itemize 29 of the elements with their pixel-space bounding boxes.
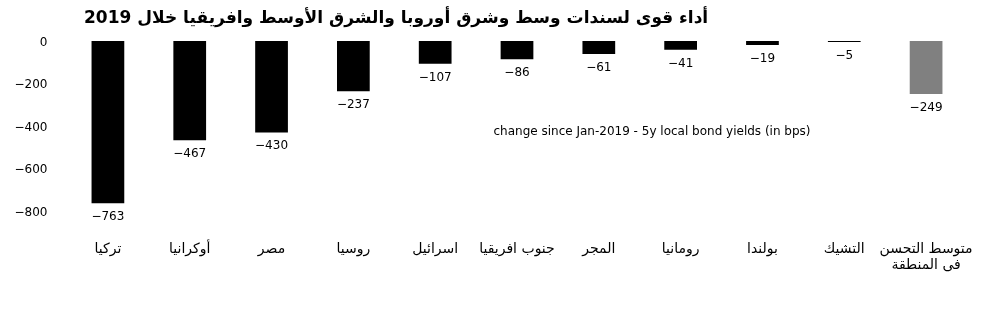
data-label: −763	[91, 209, 125, 224]
y-tick-label: −200	[14, 77, 48, 91]
x-tick-label: متوسط التحسن فى المنطقة	[879, 239, 973, 272]
data-label: −107	[418, 69, 452, 84]
data-label: −237	[336, 97, 370, 112]
x-tick-label: بولندا	[747, 239, 778, 257]
data-label: −249	[909, 99, 943, 114]
data-label: −467	[173, 146, 207, 161]
y-tick-label: −800	[14, 204, 48, 219]
annotation: change since Jan-2019 - 5y local bond yields (in bps)	[493, 124, 811, 139]
chart-title: أداء قوى لسندات وسط وشرق أوروبا والشرق الأوسط وافريقيا خلال 2019	[84, 6, 709, 28]
y-tick-label: −600	[14, 162, 48, 176]
x-tick-label: اسرائيل	[412, 239, 459, 257]
data-label: −61	[586, 59, 612, 74]
x-tick-label: المجر	[581, 239, 616, 257]
x-tick-label: مصر	[256, 239, 286, 257]
x-tick-label: رومانيا	[661, 239, 700, 257]
data-label: −19	[749, 51, 776, 66]
data-label: −5	[835, 48, 854, 63]
data-label: −41	[667, 55, 694, 70]
y-tick-label: −400	[14, 119, 48, 134]
y-tick-label: 0	[39, 34, 48, 49]
x-tick-label: جنوب افريقيا	[479, 239, 555, 257]
data-label: −430	[255, 138, 289, 153]
data-label: −86	[504, 65, 530, 80]
x-tick-label: تركيا	[94, 239, 122, 257]
x-tick-label: التشيك	[823, 239, 865, 256]
x-tick-label: روسيا	[336, 239, 371, 257]
x-tick-label: أوكرانيا	[169, 238, 211, 257]
